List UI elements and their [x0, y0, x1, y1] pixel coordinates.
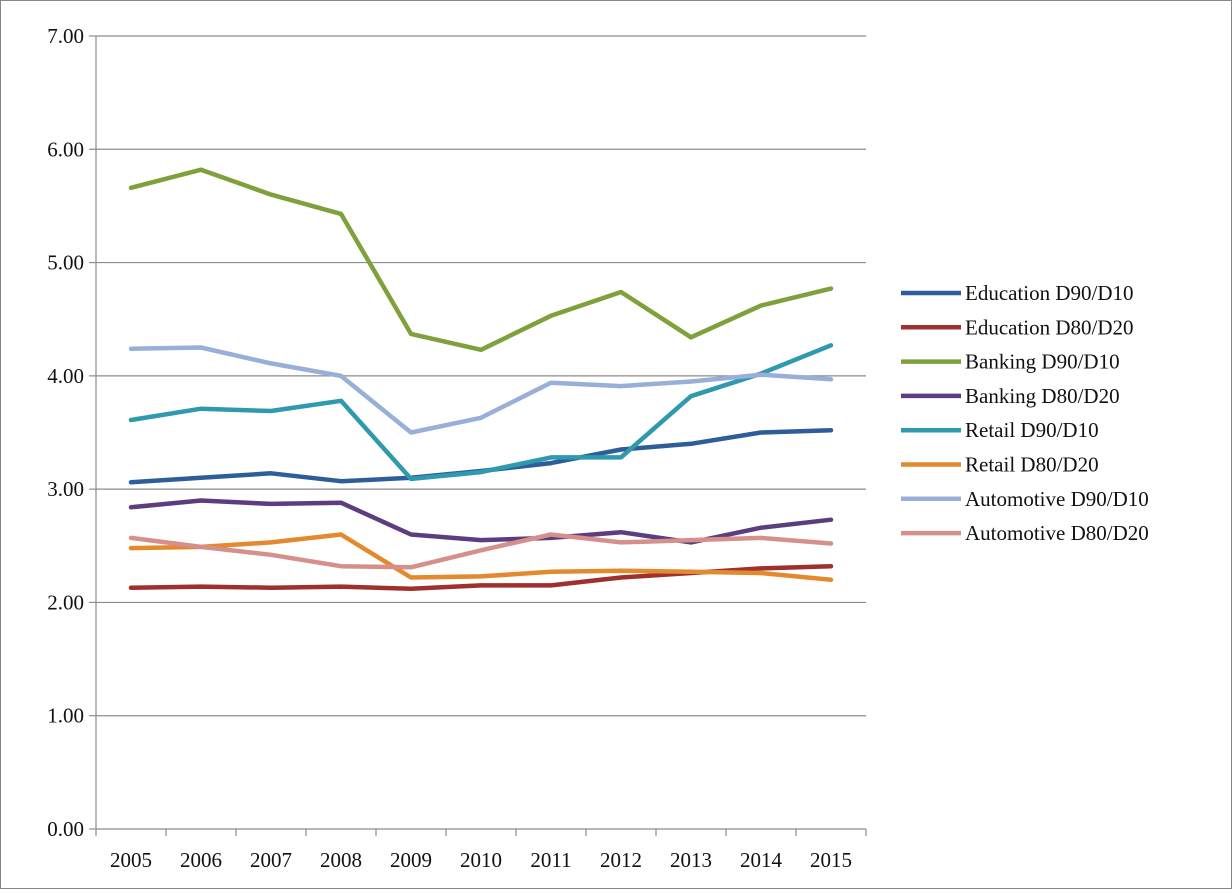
series-line [128, 532, 834, 583]
series-line [128, 498, 834, 545]
x-tick-label: 2014 [740, 848, 783, 872]
series-line [128, 345, 834, 435]
y-tick-label: 2.00 [47, 590, 84, 614]
legend-label: Automotive D80/D20 [965, 521, 1149, 545]
series-lines [128, 167, 834, 592]
y-tick-label: 7.00 [47, 24, 84, 48]
legend-label: Automotive D90/D10 [965, 487, 1149, 511]
x-tick-label: 2006 [180, 848, 222, 872]
legend-label: Banking D80/D20 [965, 384, 1120, 408]
y-tick-label: 1.00 [47, 704, 84, 728]
x-tick-label: 2015 [810, 848, 852, 872]
x-tick-label: 2011 [530, 848, 571, 872]
x-tick-label: 2005 [110, 848, 152, 872]
x-tick-label: 2007 [250, 848, 292, 872]
legend-label: Banking D90/D10 [965, 350, 1120, 374]
y-tick-label: 4.00 [47, 364, 84, 388]
legend-label: Retail D90/D10 [965, 418, 1099, 442]
legend: Education D90/D10 Education D80/D20 Bankin… [901, 281, 1149, 545]
legend-label: Retail D80/D20 [965, 453, 1099, 477]
x-tick-label: 2010 [460, 848, 502, 872]
x-tick-label: 2012 [600, 848, 642, 872]
series-line [128, 532, 834, 570]
y-tick-label: 6.00 [47, 137, 84, 161]
series-line [128, 427, 834, 485]
gridlines [96, 35, 866, 717]
axes: 0.00 1.00 2.00 3.00 4.00 5.00 6.00 7.00 2005 2006… [47, 24, 867, 872]
x-tick-label: 2009 [390, 848, 432, 872]
y-tick-label: 5.00 [47, 251, 84, 275]
x-tick-label: 2008 [320, 848, 362, 872]
series-line [128, 343, 834, 482]
x-tick-label: 2013 [670, 848, 712, 872]
legend-label: Education D80/D20 [965, 315, 1134, 339]
y-tick-label: 0.00 [47, 817, 84, 841]
series-line [128, 167, 834, 353]
legend-label: Education D90/D10 [965, 281, 1134, 305]
y-tick-label: 3.00 [47, 477, 84, 501]
